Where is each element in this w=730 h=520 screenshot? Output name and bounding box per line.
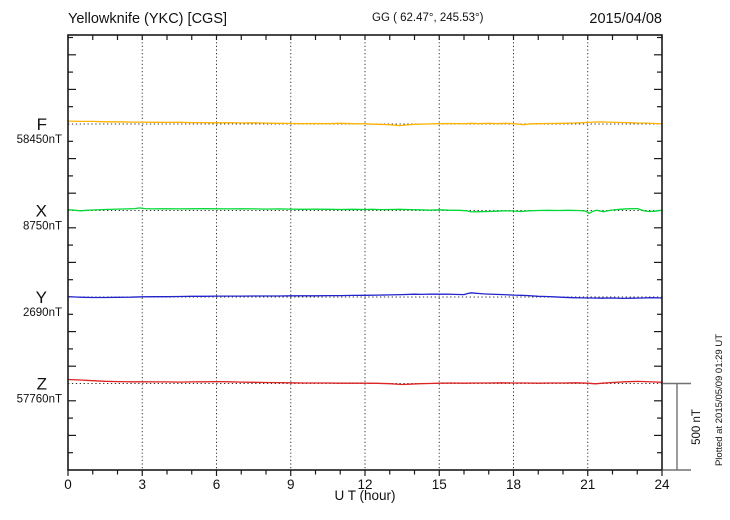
hour-label-0: 0 xyxy=(64,477,72,492)
hour-label-21: 21 xyxy=(580,477,595,492)
hour-label-24: 24 xyxy=(654,477,670,492)
hour-label-18: 18 xyxy=(506,477,521,492)
series-baseline-value-X: 8750nT xyxy=(23,221,62,233)
hour-label-12: 12 xyxy=(357,477,372,492)
series-letter-X: X xyxy=(36,202,47,221)
plotted-at-note: Plotted at 2015/05/09 01:29 UT xyxy=(714,334,725,466)
hour-label-15: 15 xyxy=(432,477,447,492)
series-baseline-value-F: 58450nT xyxy=(17,134,62,146)
trace-Y xyxy=(67,292,663,300)
hour-label-9: 9 xyxy=(287,477,295,492)
trace-F xyxy=(67,120,663,127)
series-letter-Y: Y xyxy=(36,288,47,307)
series-baseline-value-Z: 57760nT xyxy=(17,394,62,406)
trace-X xyxy=(67,207,663,215)
x-axis-title: U T (hour) xyxy=(334,488,395,503)
geographic-coords: GG ( 62.47°, 245.53°) xyxy=(372,12,484,24)
hour-label-3: 3 xyxy=(138,477,146,492)
plot-border xyxy=(67,34,663,471)
date-label: 2015/04/08 xyxy=(589,11,662,27)
hour-label-6: 6 xyxy=(213,477,221,492)
series-letter-F: F xyxy=(37,115,47,134)
series-baseline-value-Y: 2690nT xyxy=(23,307,62,319)
trace-Z xyxy=(67,378,663,386)
series-letter-Z: Z xyxy=(37,375,47,394)
scale-bar-label: 500 nT xyxy=(691,409,703,445)
station-title: Yellowknife (YKC) [CGS] xyxy=(68,11,227,27)
